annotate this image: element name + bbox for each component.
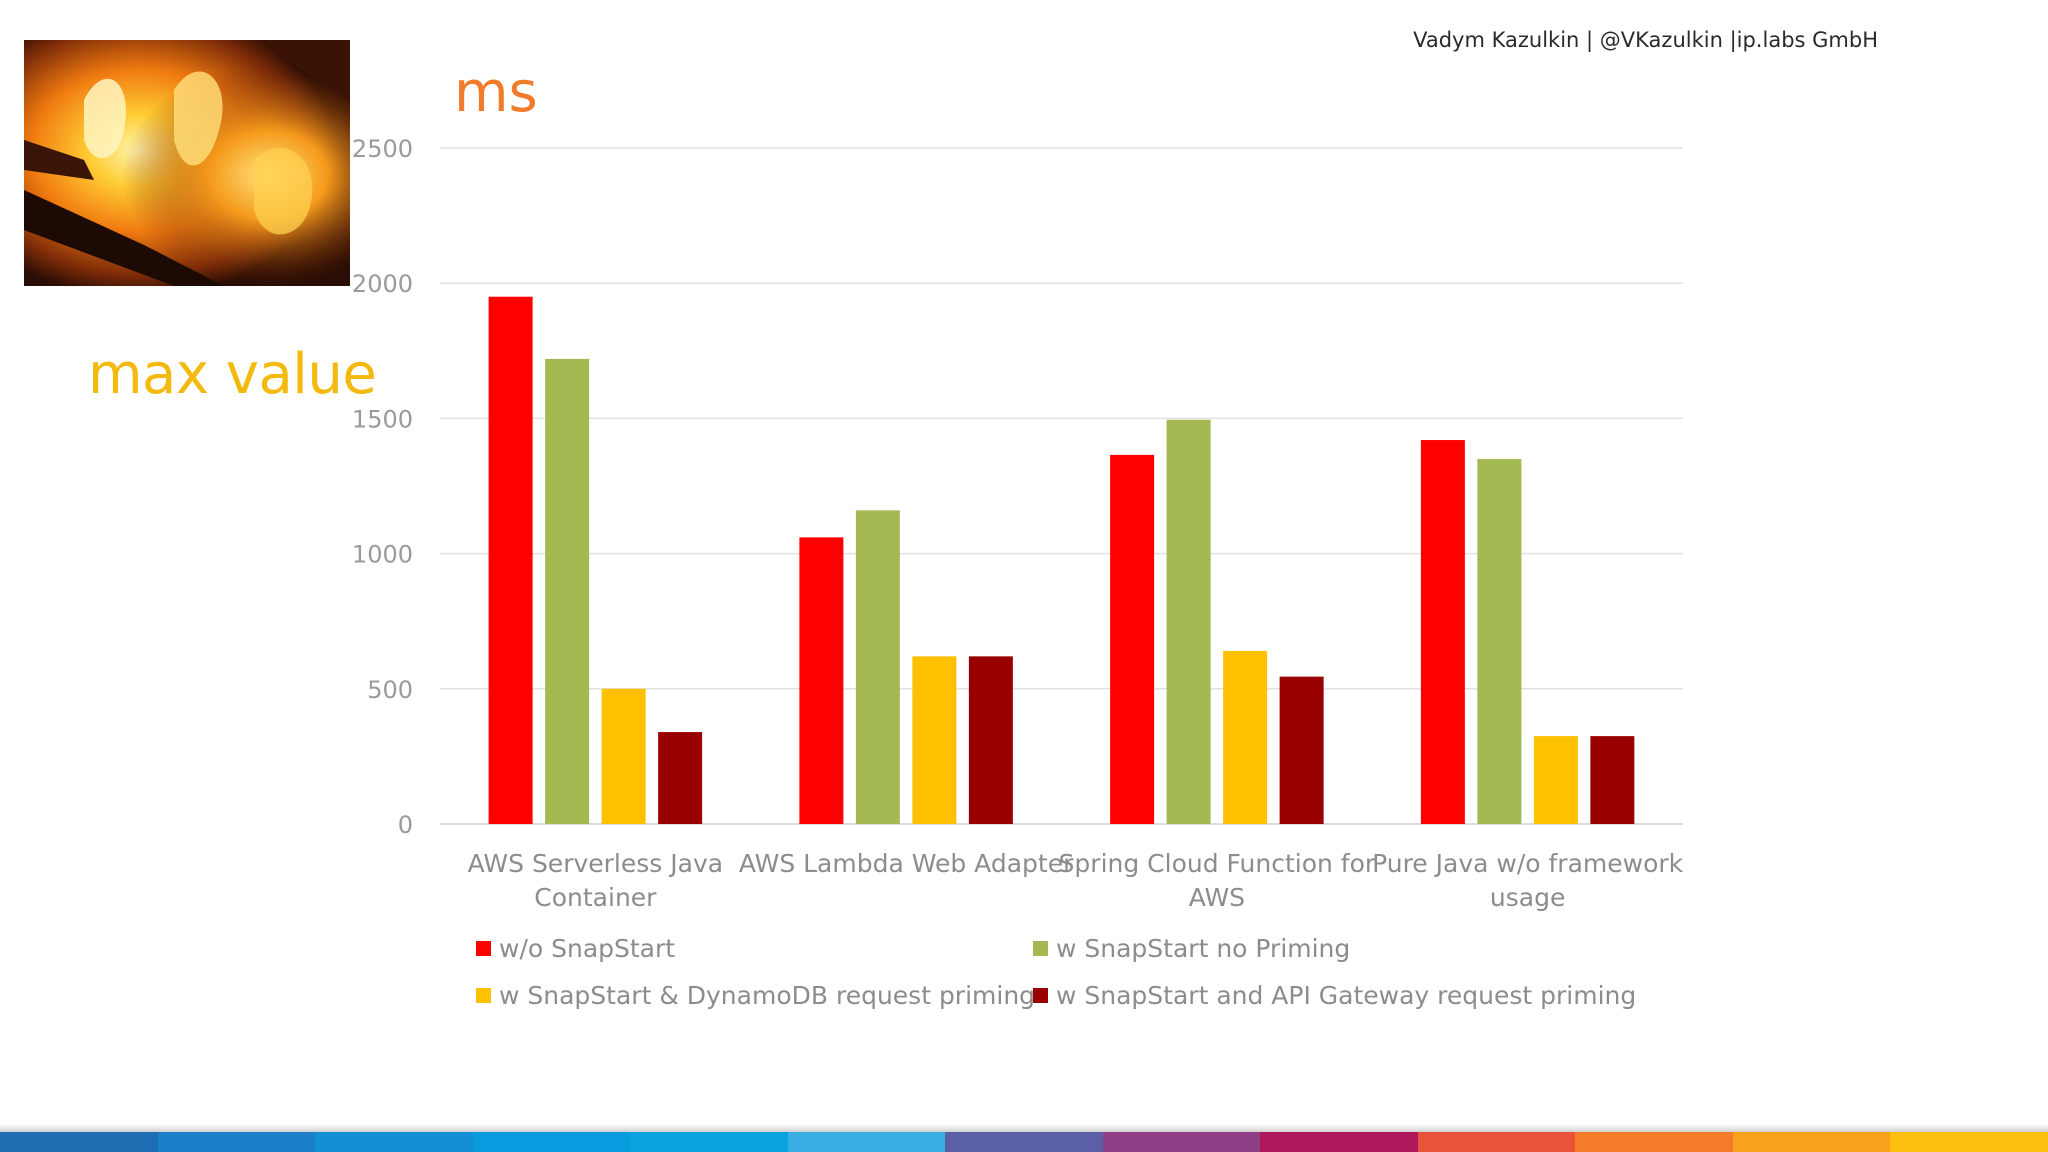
bar (1590, 736, 1635, 824)
footer-shadow (0, 1124, 2048, 1132)
fire-photo (24, 40, 350, 286)
legend-swatch (1033, 941, 1048, 956)
legend-item: w SnapStart no Priming (1033, 934, 1350, 963)
legend-label: w SnapStart & DynamoDB request priming (499, 981, 1035, 1010)
stripe-segment (787, 1132, 946, 1152)
stripe-segment (1575, 1132, 1733, 1152)
stripe-segment (630, 1132, 788, 1152)
stripe-segment (472, 1132, 631, 1152)
x-axis-categories: AWS Serverless Java Container AWS Lambda W… (468, 849, 1684, 912)
legend: w/o SnapStart w SnapStart no Priming w Sna… (476, 934, 1636, 1010)
stripe-segment (1260, 1132, 1418, 1152)
bar (545, 358, 590, 824)
stripe-segment (0, 1132, 158, 1152)
legend-label: w/o SnapStart (499, 934, 675, 963)
author-credit: Vadym Kazulkin | @VKazulkin |ip.labs Gmb… (1413, 28, 1878, 52)
bar (488, 296, 533, 825)
bar (658, 732, 703, 824)
y-tick-label: 1000 (352, 541, 413, 569)
stripe-segment (1417, 1132, 1576, 1152)
bar (1477, 458, 1522, 824)
y-axis-unit: ms (454, 60, 538, 125)
bar (1533, 736, 1578, 824)
bar (799, 537, 844, 824)
bar (601, 688, 646, 824)
legend-item: w SnapStart & DynamoDB request priming (476, 981, 1035, 1010)
bars (488, 296, 1635, 825)
stripe-segment (157, 1132, 316, 1152)
y-axis-ticks: 0 500 1000 1500 2000 2500 (352, 135, 413, 839)
bar (1223, 650, 1268, 824)
y-tick-label: 0 (398, 811, 413, 839)
y-tick-label: 2000 (352, 270, 413, 298)
bar (1420, 440, 1465, 824)
gridlines (440, 147, 1683, 825)
legend-label: w SnapStart and API Gateway request prim… (1056, 981, 1636, 1010)
y-tick-label: 500 (367, 676, 413, 704)
bar (1279, 676, 1324, 824)
legend-item: w/o SnapStart (476, 934, 675, 963)
legend-swatch (476, 941, 491, 956)
bar (1166, 419, 1211, 824)
x-category-label: AWS Lambda Web Adapter (739, 849, 1074, 878)
footer-color-stripe (0, 1132, 2048, 1152)
stripe-segment (1890, 1132, 2048, 1152)
legend-item: w SnapStart and API Gateway request prim… (1033, 981, 1636, 1010)
slide-title: max value (88, 342, 377, 407)
x-category-label: AWS Serverless Java Container (468, 849, 723, 912)
y-tick-label: 2500 (352, 135, 413, 163)
legend-label: w SnapStart no Priming (1056, 934, 1350, 963)
y-tick-label: 1500 (352, 405, 413, 433)
x-category-label: Spring Cloud Function for AWS (1059, 849, 1376, 912)
x-category-label: Pure Java w/o framework usage (1372, 849, 1684, 912)
stripe-segment (1102, 1132, 1261, 1152)
stripe-segment (945, 1132, 1103, 1152)
fire-icon (24, 40, 350, 286)
legend-swatch (476, 988, 491, 1003)
stripe-segment (1732, 1132, 1891, 1152)
legend-swatch (1033, 988, 1048, 1003)
bar (968, 656, 1013, 824)
bar (912, 656, 957, 824)
stripe-segment (315, 1132, 473, 1152)
bar (1110, 454, 1155, 824)
bar (855, 510, 900, 824)
